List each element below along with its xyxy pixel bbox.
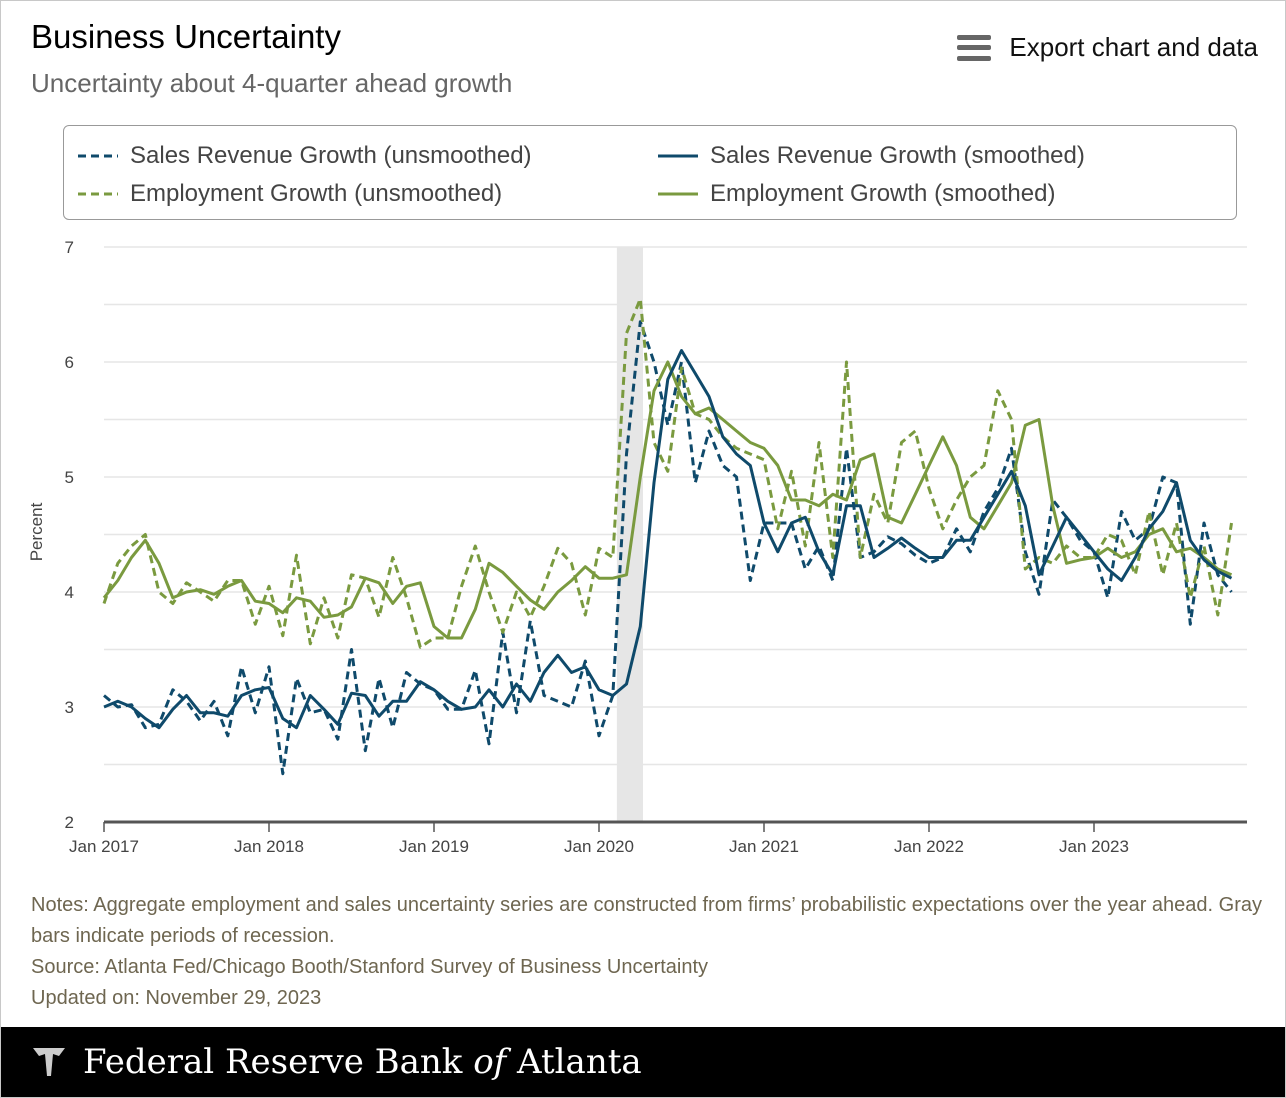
line-chart: 2 3 4 5 6 7 Jan 2017 Jan 2018 Jan 2019 Jan 2020 Ja… [27,238,1247,856]
recession-bar [616,247,643,822]
series-line-1 [103,349,1233,730]
y-tick-label: 7 [65,238,74,257]
y-tick-label: 3 [65,698,74,717]
x-tick-label: Jan 2022 [894,837,964,856]
legend-item-employment-smoothed[interactable]: Employment Growth (smoothed) [658,180,1055,208]
series-line-3 [102,360,1233,640]
source-text: Source: Atlanta Fed/Chicago Booth/Stanfo… [31,956,709,978]
y-tick-label: 2 [65,813,74,832]
dashed-line-icon [78,154,118,158]
y-tick-label: 4 [65,583,74,602]
solid-line-icon [658,192,698,196]
notes: Notes: Aggregate employment and sales un… [31,890,1266,1014]
legend-label: Employment Growth (unsmoothed) [130,180,503,207]
bank-logo-text: Federal Reserve Bank of Atlanta [83,1042,642,1082]
chart-subtitle: Uncertainty about 4-quarter ahead growth [31,68,513,98]
y-tick-label: 6 [65,353,74,372]
eagle-logo-icon [33,1048,65,1076]
legend-label: Employment Growth (smoothed) [710,180,1056,207]
legend-item-employment-unsmoothed[interactable]: Employment Growth (unsmoothed) [78,180,502,208]
updated-text: Updated on: November 29, 2023 [31,987,322,1009]
export-button[interactable]: Export chart and data [957,32,1258,63]
legend-label: Sales Revenue Growth (unsmoothed) [130,142,532,169]
export-label: Export chart and data [1009,32,1258,62]
x-tick-label: Jan 2021 [729,837,799,856]
x-tick-label: Jan 2019 [399,837,469,856]
series-line-0 [103,320,1233,776]
x-tick-label: Jan 2020 [564,837,634,856]
legend-item-sales-smoothed[interactable]: Sales Revenue Growth (smoothed) [658,142,1085,170]
chart-title: Business Uncertainty [31,18,341,55]
x-tick-label: Jan 2017 [69,837,139,856]
x-tick-label: Jan 2023 [1059,837,1129,856]
legend-label: Sales Revenue Growth (smoothed) [710,142,1085,169]
legend: Sales Revenue Growth (unsmoothed) Sales … [63,125,1237,220]
series-line-2 [102,297,1233,649]
y-axis-label: Percent [27,502,46,561]
x-tick-label: Jan 2018 [234,837,304,856]
dashed-line-icon [78,192,118,196]
menu-icon [957,34,992,61]
notes-text: Notes: Aggregate employment and sales un… [31,894,1262,947]
footer: Federal Reserve Bank of Atlanta [1,1027,1285,1097]
y-tick-label: 5 [65,468,74,487]
solid-line-icon [658,154,698,158]
legend-item-sales-unsmoothed[interactable]: Sales Revenue Growth (unsmoothed) [78,142,532,170]
